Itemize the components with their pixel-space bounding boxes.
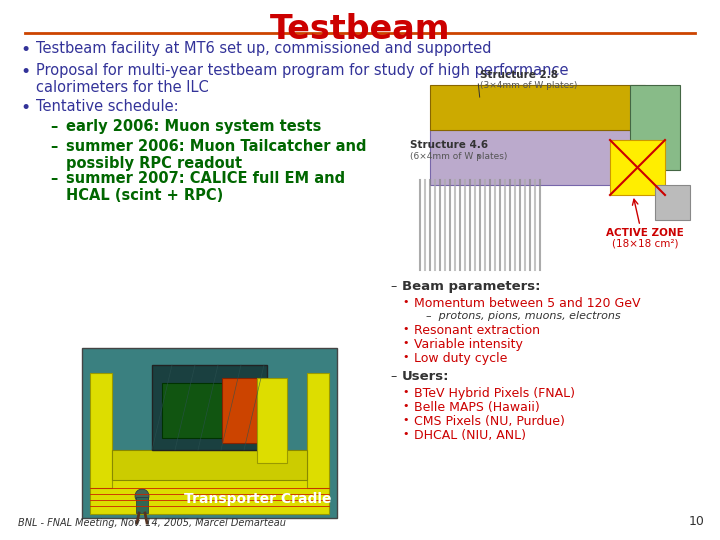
Text: –  protons, pions, muons, electrons: – protons, pions, muons, electrons <box>426 311 621 321</box>
Text: Proposal for multi-year testbeam program for study of high performance
calorimet: Proposal for multi-year testbeam program… <box>36 63 569 96</box>
Bar <box>162 383 222 438</box>
Text: (6×4mm of W plates): (6×4mm of W plates) <box>410 152 508 161</box>
Text: •: • <box>402 297 408 307</box>
Text: (3×4mm of W plates): (3×4mm of W plates) <box>480 81 577 90</box>
Text: •: • <box>402 352 408 362</box>
Text: Structure 2.8: Structure 2.8 <box>480 70 558 80</box>
Text: Belle MAPS (Hawaii): Belle MAPS (Hawaii) <box>414 401 540 414</box>
Text: Tentative schedule:: Tentative schedule: <box>36 99 179 114</box>
Text: Variable intensity: Variable intensity <box>414 338 523 351</box>
Text: summer 2006: Muon Tailcatcher and
possibly RPC readout: summer 2006: Muon Tailcatcher and possib… <box>66 139 366 171</box>
Bar <box>90 373 112 488</box>
Text: •: • <box>402 429 408 439</box>
FancyBboxPatch shape <box>430 85 645 130</box>
Text: •: • <box>20 41 30 59</box>
Text: Structure 4.6: Structure 4.6 <box>410 140 488 150</box>
Bar <box>90 476 329 514</box>
Text: Transporter Cradle: Transporter Cradle <box>184 492 332 506</box>
FancyBboxPatch shape <box>630 85 680 170</box>
Text: BTeV Hybrid Pixels (FNAL): BTeV Hybrid Pixels (FNAL) <box>414 387 575 400</box>
Text: summer 2007: CALICE full EM and
HCAL (scint + RPC): summer 2007: CALICE full EM and HCAL (sc… <box>66 171 345 204</box>
Bar <box>112 450 307 480</box>
FancyBboxPatch shape <box>655 185 690 220</box>
Text: •: • <box>402 401 408 411</box>
Text: –: – <box>50 139 58 154</box>
Text: Testbeam facility at MT6 set up, commissioned and supported: Testbeam facility at MT6 set up, commiss… <box>36 41 492 56</box>
Text: –: – <box>50 171 58 186</box>
Text: Momentum between 5 and 120 GeV: Momentum between 5 and 120 GeV <box>414 297 641 310</box>
Bar <box>136 497 148 513</box>
Text: 10: 10 <box>689 515 705 528</box>
FancyBboxPatch shape <box>610 140 665 195</box>
Text: •: • <box>20 99 30 117</box>
FancyBboxPatch shape <box>430 130 645 185</box>
Text: •: • <box>402 387 408 397</box>
Text: Resonant extraction: Resonant extraction <box>414 324 540 337</box>
Text: –: – <box>50 119 58 134</box>
Text: BNL - FNAL Meeting, Nov. 14, 2005, Marcel Demarteau: BNL - FNAL Meeting, Nov. 14, 2005, Marce… <box>18 518 286 528</box>
Text: Users:: Users: <box>402 370 449 383</box>
Text: (18×18 cm²): (18×18 cm²) <box>612 238 678 248</box>
Bar <box>82 348 337 518</box>
Text: Low duty cycle: Low duty cycle <box>414 352 508 365</box>
Bar <box>307 373 329 488</box>
Circle shape <box>135 489 149 503</box>
Text: •: • <box>402 324 408 334</box>
Text: ACTIVE ZONE: ACTIVE ZONE <box>606 228 684 238</box>
Text: –: – <box>390 370 396 383</box>
Text: Beam parameters:: Beam parameters: <box>402 280 541 293</box>
Text: CMS Pixels (NU, Purdue): CMS Pixels (NU, Purdue) <box>414 415 565 428</box>
Bar <box>222 378 257 443</box>
Text: DHCAL (NIU, ANL): DHCAL (NIU, ANL) <box>414 429 526 442</box>
Text: •: • <box>402 338 408 348</box>
Text: Testbeam: Testbeam <box>270 13 450 46</box>
Text: •: • <box>20 63 30 81</box>
Text: –: – <box>390 280 396 293</box>
Bar <box>152 365 267 450</box>
Text: early 2006: Muon system tests: early 2006: Muon system tests <box>66 119 321 134</box>
Bar <box>257 378 287 463</box>
Text: •: • <box>402 415 408 425</box>
